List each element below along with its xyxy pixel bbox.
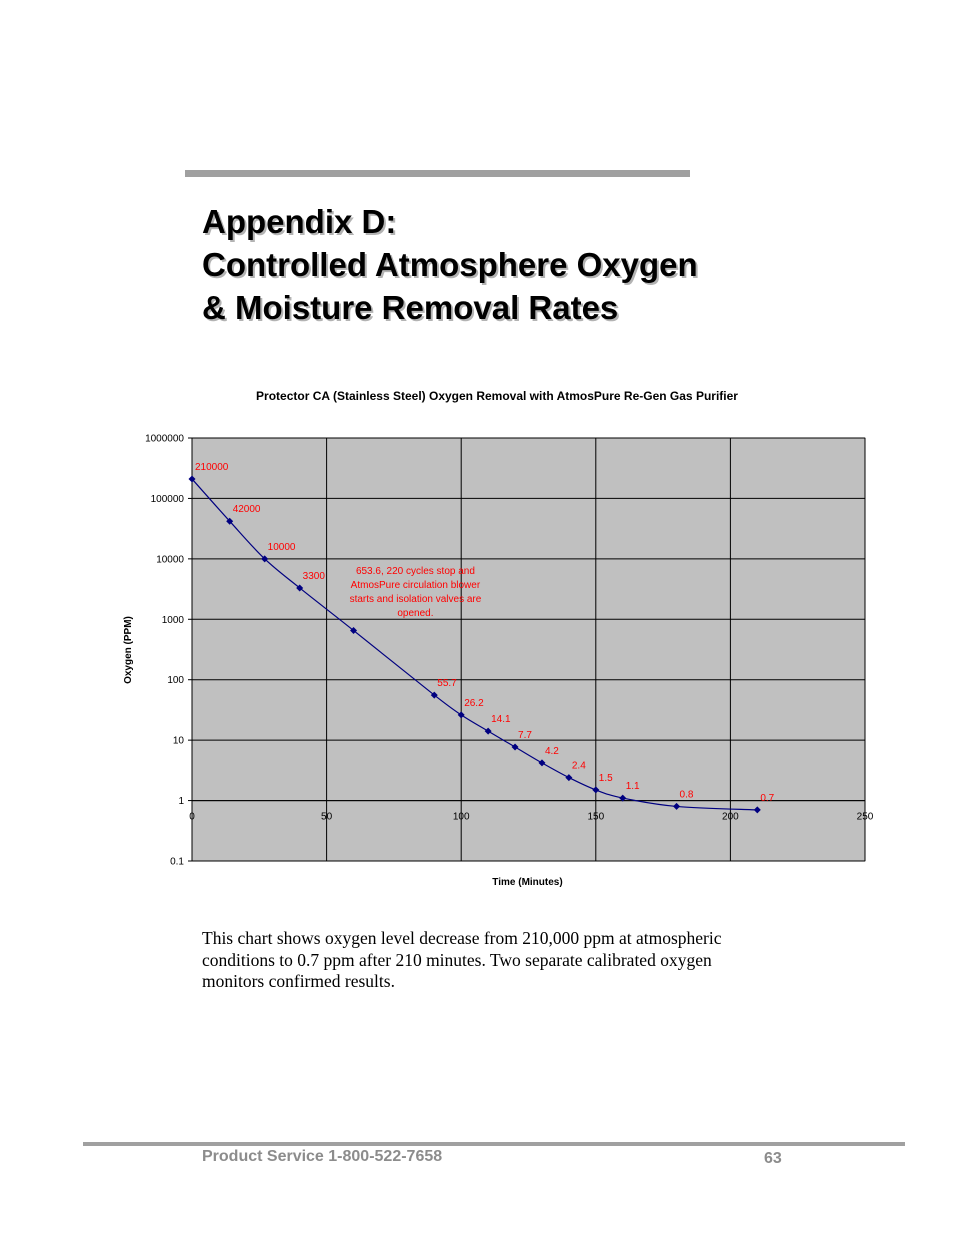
data-point-marker — [673, 802, 681, 810]
data-point-marker — [484, 727, 492, 735]
y-tick-label: 10 — [173, 736, 185, 747]
data-label: 10000 — [268, 542, 296, 553]
annotation-line: 653.6, 220 cycles stop and — [356, 566, 475, 577]
y-tick-label: 1000000 — [145, 434, 184, 445]
y-tick-label: 100 — [167, 675, 184, 686]
data-label: 1.1 — [626, 781, 640, 792]
title-line-1: Appendix D: — [202, 203, 397, 240]
x-axis-title: Time (Minutes) — [492, 877, 562, 888]
plot-area — [191, 437, 866, 862]
chart-title: Protector CA (Stainless Steel) Oxygen Re… — [256, 389, 738, 403]
data-point-marker — [226, 517, 234, 525]
top-divider — [185, 170, 690, 177]
y-tick-label: 100000 — [151, 494, 185, 505]
data-point-marker — [753, 806, 761, 814]
footer-service-phone: Product Service 1-800-522-7658 — [202, 1148, 443, 1165]
data-point-marker — [538, 759, 546, 767]
data-label: 0.7 — [760, 793, 774, 804]
annotation-line: starts and isolation valves are — [350, 594, 482, 605]
x-tick-label: 50 — [321, 812, 333, 823]
y-tick-label: 10000 — [156, 554, 184, 565]
data-label: 7.7 — [518, 730, 532, 741]
data-point-marker — [619, 794, 627, 802]
y-tick-label: 0.1 — [170, 857, 184, 868]
data-label: 55.7 — [437, 678, 457, 689]
data-label: 2.4 — [572, 761, 586, 772]
x-tick-label: 250 — [857, 812, 874, 823]
data-point-marker — [565, 774, 573, 782]
data-point-marker — [592, 786, 600, 794]
data-label: 210000 — [195, 462, 229, 473]
annotation-line: AtmosPure circulation blower — [351, 580, 481, 591]
data-label: 1.5 — [599, 773, 613, 784]
data-label: 3300 — [303, 571, 326, 582]
data-label: 4.2 — [545, 746, 559, 757]
data-label: 14.1 — [491, 714, 511, 725]
data-point-marker — [457, 711, 465, 719]
data-point-marker — [296, 584, 304, 592]
y-tick-label: 1 — [178, 796, 184, 807]
data-point-marker — [430, 691, 438, 699]
bottom-divider — [83, 1142, 905, 1146]
data-point-marker — [511, 743, 519, 751]
data-point-marker — [261, 555, 269, 563]
x-tick-label: 100 — [453, 812, 470, 823]
title-line-2: Controlled Atmosphere Oxygen — [202, 246, 698, 283]
data-label: 0.8 — [680, 789, 694, 800]
caption-line-3: monitors confirmed results. — [202, 971, 395, 991]
footer-page-number: 63 — [764, 1150, 782, 1167]
x-tick-label: 200 — [722, 812, 739, 823]
title-line-3: & Moisture Removal Rates — [202, 289, 619, 326]
caption-line-1: This chart shows oxygen level decrease f… — [202, 928, 722, 948]
y-axis-title: Oxygen (PPM) — [123, 616, 134, 684]
x-tick-label: 150 — [587, 812, 604, 823]
data-label: 26.2 — [464, 698, 484, 709]
y-tick-label: 1000 — [162, 615, 185, 626]
data-point-marker — [350, 626, 358, 634]
caption-line-2: conditions to 0.7 ppm after 210 minutes.… — [202, 949, 712, 970]
data-label: 42000 — [233, 504, 261, 515]
chart-caption: This chart shows oxygen level decrease f… — [202, 928, 802, 993]
annotation-line: opened. — [397, 608, 433, 619]
data-point-marker — [188, 475, 196, 483]
page-title: Appendix D: Controlled Atmosphere Oxygen… — [202, 200, 852, 329]
